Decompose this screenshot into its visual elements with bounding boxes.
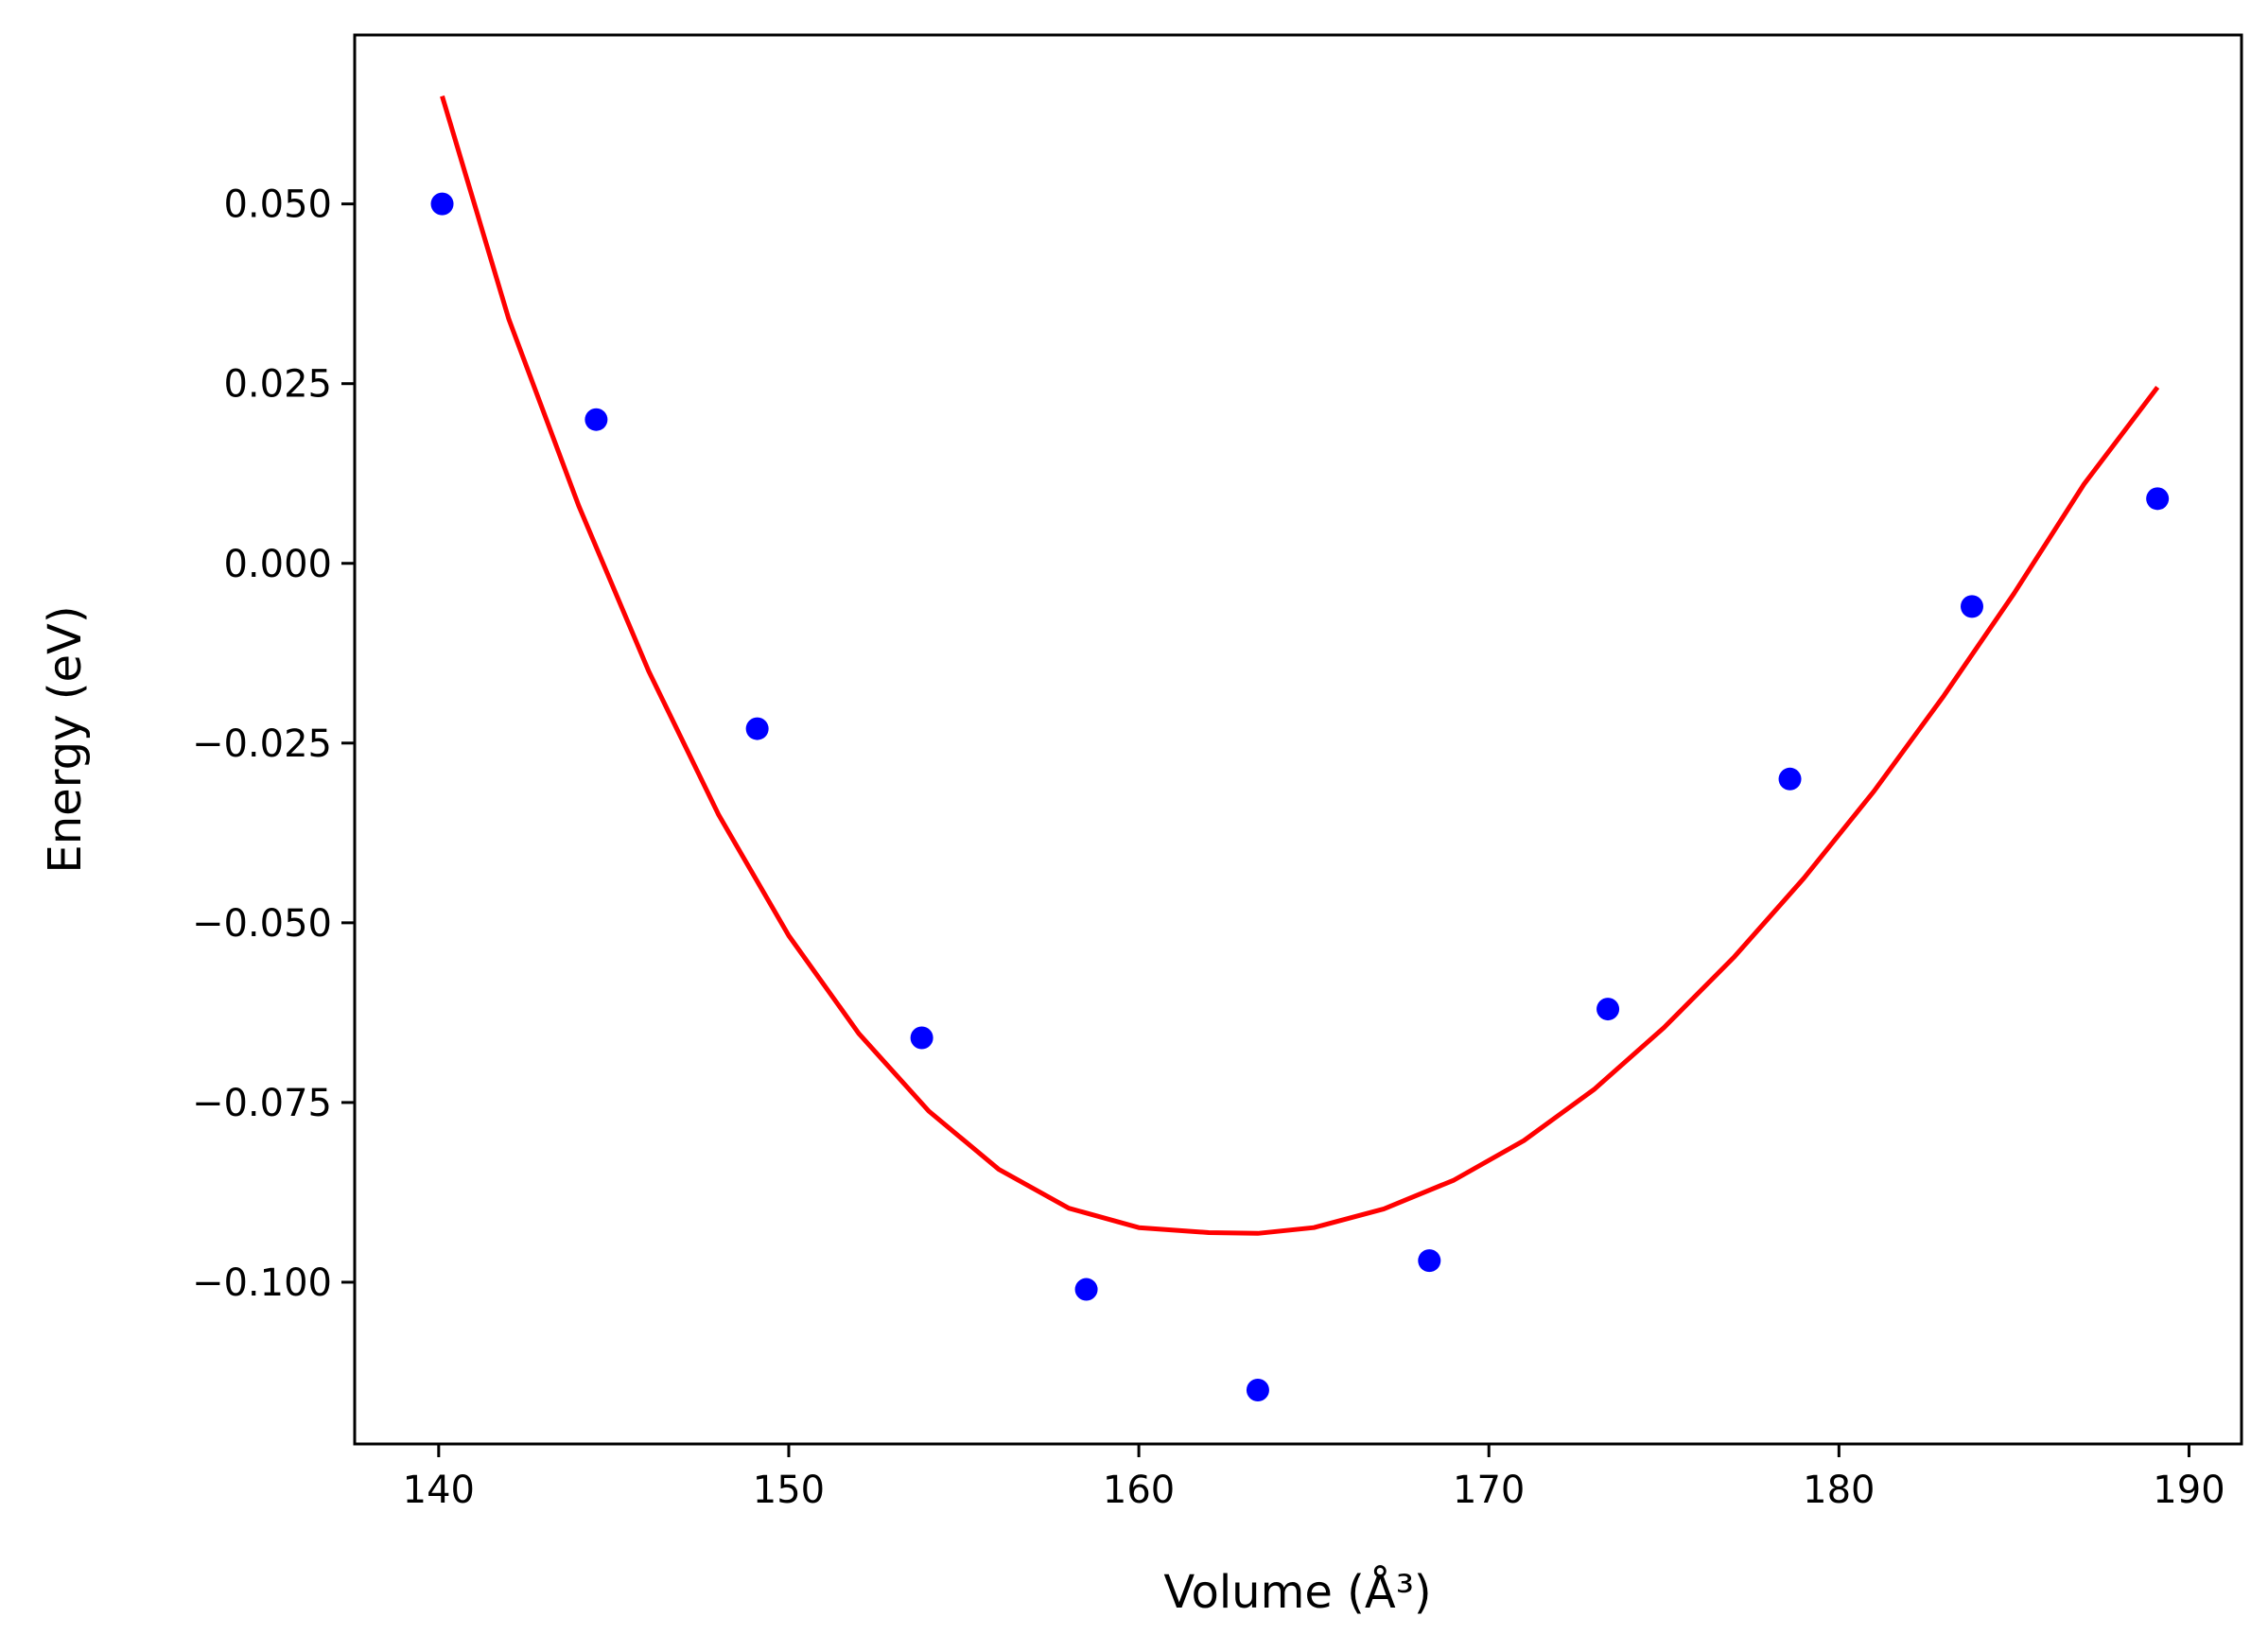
y-tick-label: 0.000 — [223, 543, 332, 586]
data-point — [910, 1026, 933, 1050]
y-tick-label: −0.075 — [192, 1082, 332, 1125]
data-point — [1596, 998, 1620, 1021]
data-point — [1418, 1249, 1441, 1273]
data-point — [1074, 1278, 1098, 1301]
x-tick-label: 160 — [1103, 1469, 1175, 1512]
plot-background — [355, 35, 2242, 1444]
x-tick-label: 190 — [2153, 1469, 2224, 1512]
x-tick-label: 170 — [1453, 1469, 1525, 1512]
x-axis-label: Volume (Å³) — [1163, 1565, 1431, 1619]
fit-curve-line — [440, 95, 2160, 1236]
y-tick-label: 0.025 — [223, 363, 332, 407]
data-point — [745, 717, 769, 740]
y-tick-label: −0.100 — [192, 1261, 332, 1305]
x-tick-label: 180 — [1803, 1469, 1875, 1512]
data-layer — [430, 95, 2170, 1401]
y-tick-label: 0.050 — [223, 183, 332, 227]
x-tick-label: 150 — [753, 1469, 825, 1512]
data-point — [1778, 767, 1802, 791]
data-point — [1246, 1378, 1269, 1401]
plot-frame — [353, 33, 2243, 1446]
y-tick-label: −0.050 — [192, 902, 332, 946]
data-point — [430, 192, 454, 216]
x-tick-label: 140 — [403, 1469, 475, 1512]
y-axis: 0.050 0.025 0.000 −0.025 −0.050 −0.075 −0.100 — [192, 183, 355, 1305]
y-tick-label: −0.025 — [192, 722, 332, 766]
data-point — [2146, 487, 2170, 511]
data-point — [584, 408, 608, 431]
data-point — [1961, 595, 1983, 618]
x-axis: 140 150 160 170 180 190 — [403, 1444, 2225, 1512]
y-axis-label: Energy (eV) — [39, 605, 92, 873]
